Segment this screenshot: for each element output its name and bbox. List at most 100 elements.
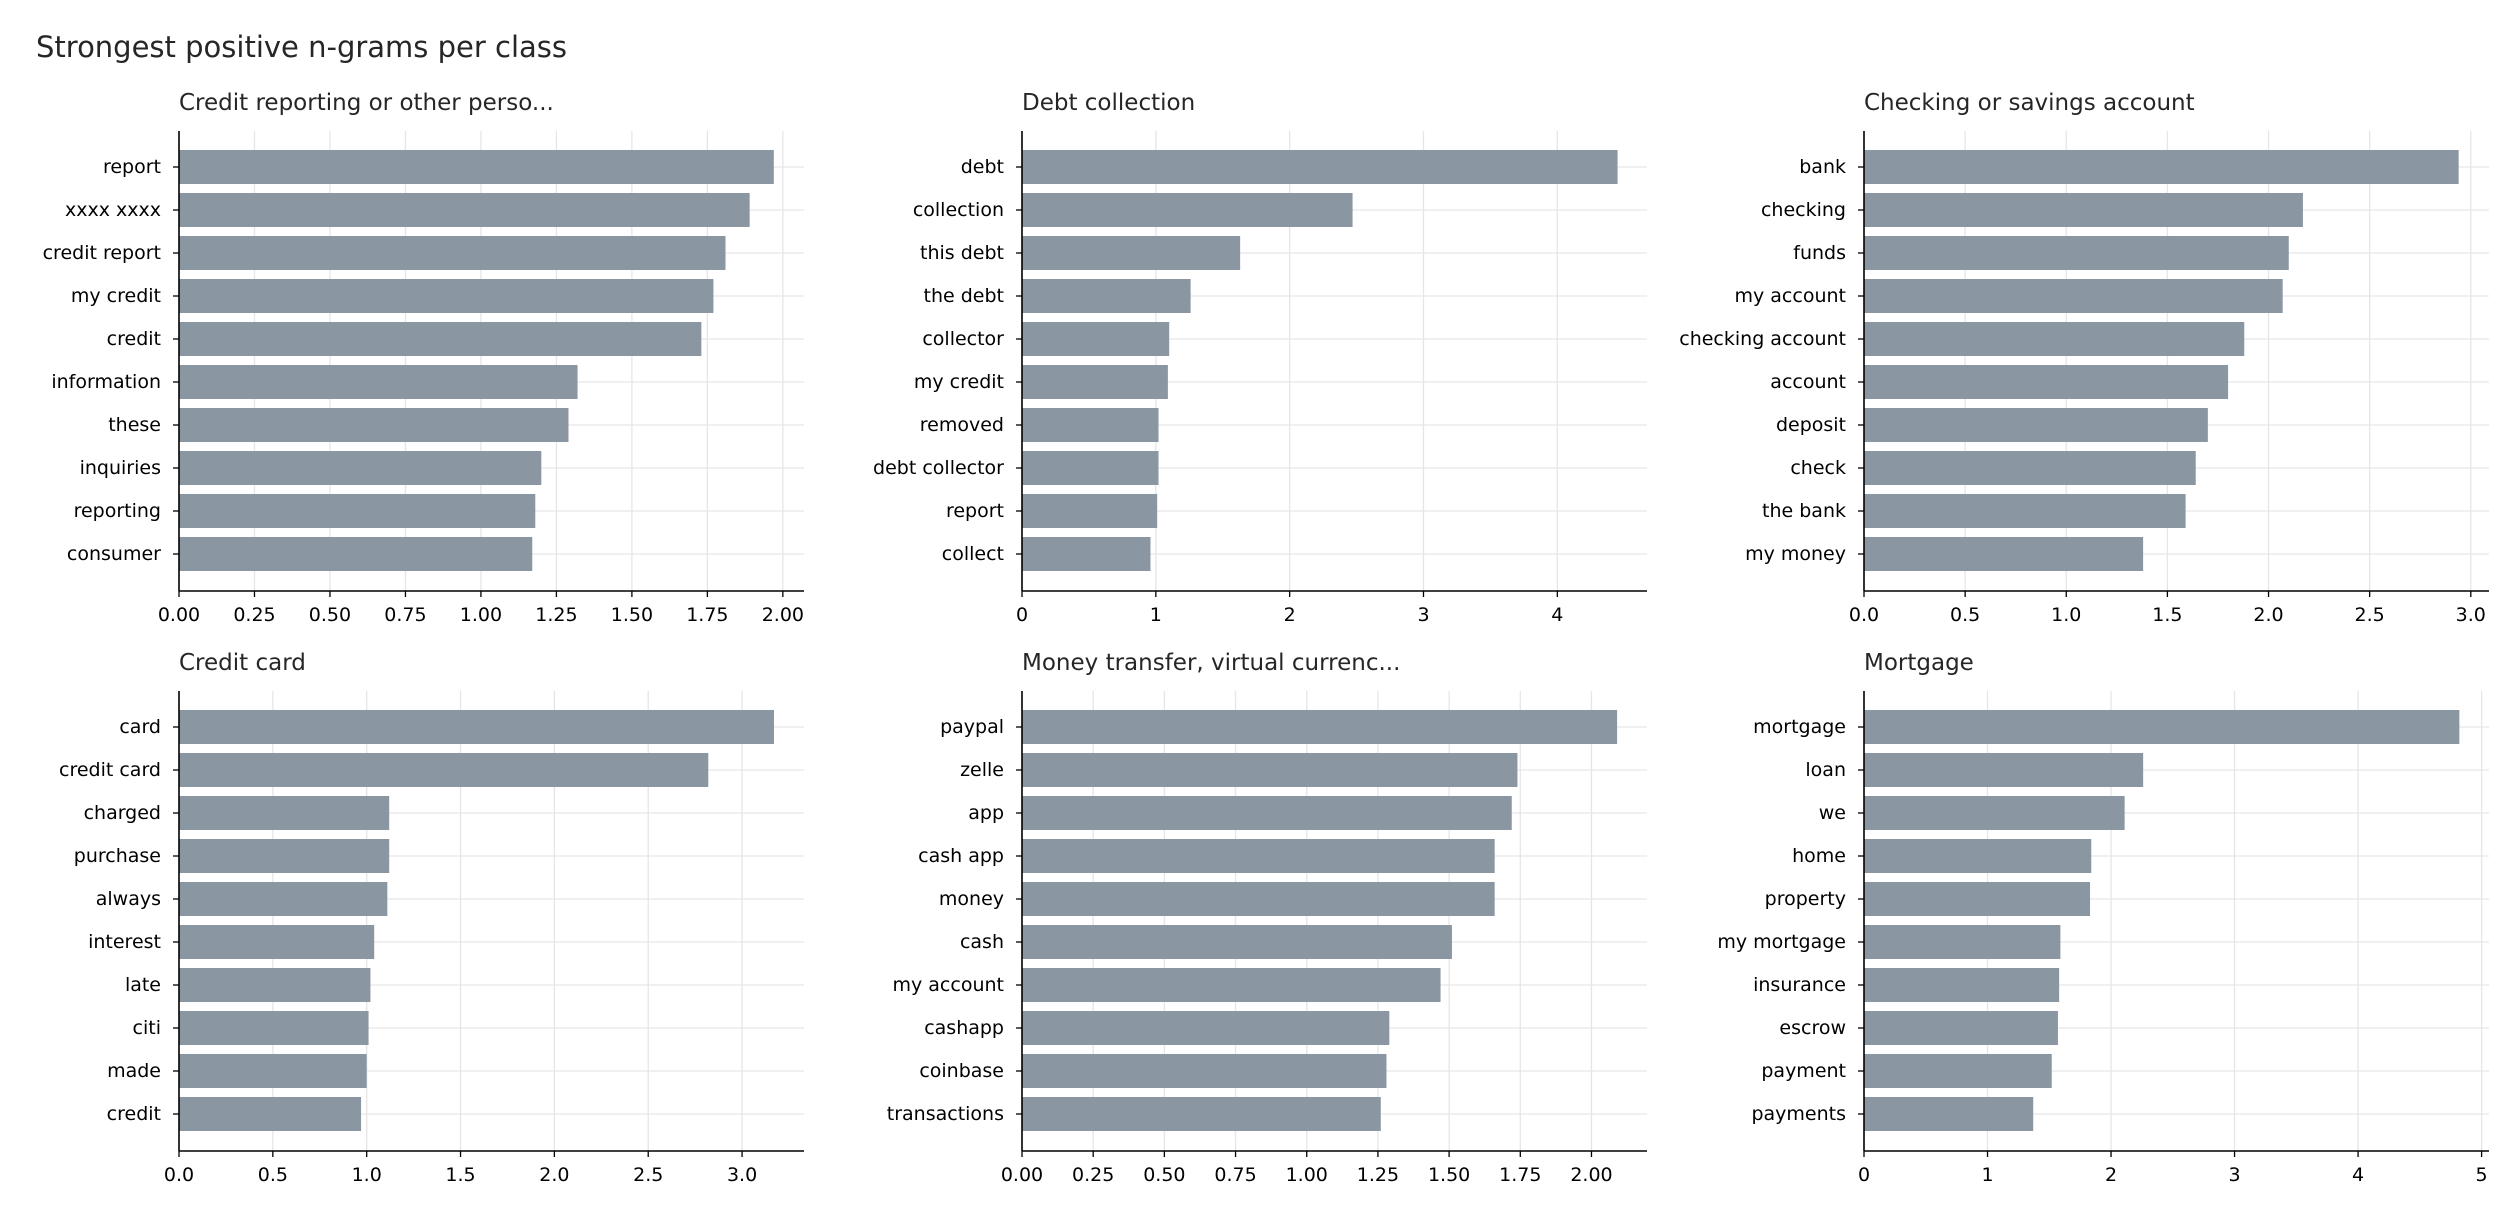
y-tick-label: loan [1805, 759, 1846, 781]
y-tick-label: mortgage [1753, 716, 1846, 738]
y-tick-label: account [1770, 371, 1846, 393]
y-tick-label: credit report [43, 242, 161, 264]
chart-panel-6: Mortgage mortgage loan we home property my mor… [1717, 650, 2489, 1186]
x-tick-label: 2 [1284, 604, 1296, 626]
chart-panel-2: Debt collection debt collection this debt th… [873, 90, 1647, 626]
y-tick-label: these [108, 414, 161, 436]
y-tick-label: my mortgage [1717, 931, 1846, 953]
bar [1022, 193, 1353, 227]
y-tick-label: cashapp [924, 1017, 1004, 1039]
x-tick-label: 0 [1858, 1164, 1870, 1186]
y-tick-label: information [51, 371, 161, 393]
y-tick-label: credit card [59, 759, 161, 781]
x-tick-label: 0.25 [1072, 1164, 1114, 1186]
x-tick-label: 1.75 [686, 604, 728, 626]
x-tick-label: 1.5 [2152, 604, 2182, 626]
bar [1022, 839, 1495, 873]
y-tick-label: the bank [1762, 500, 1846, 522]
y-tick-label: citi [133, 1017, 161, 1039]
y-tick-label: purchase [74, 845, 161, 867]
y-tick-label: xxxx xxxx [65, 199, 161, 221]
chart-panel-3: Checking or savings account bank checking f… [1679, 90, 2489, 626]
bar [179, 322, 702, 356]
y-tick-label: payment [1761, 1060, 1846, 1082]
bar [1864, 322, 2245, 356]
x-tick-label: 3.0 [727, 1164, 757, 1186]
x-tick-label: 1.00 [460, 604, 502, 626]
bar [1864, 968, 2060, 1002]
y-tick-label: report [946, 500, 1004, 522]
bar [1864, 494, 2186, 528]
y-tick-label: credit [107, 328, 161, 350]
x-tick-label: 1.25 [1357, 1164, 1399, 1186]
y-tick-label: debt [961, 156, 1004, 178]
bar [1022, 279, 1191, 313]
y-tick-label: checking [1761, 199, 1846, 221]
x-tick-label: 1 [1150, 604, 1162, 626]
y-tick-label: my money [1745, 543, 1846, 565]
bar [1864, 1054, 2052, 1088]
y-tick-label: my account [893, 974, 1005, 996]
bar [1864, 236, 2289, 270]
bar [179, 236, 726, 270]
x-tick-label: 0 [1016, 604, 1028, 626]
panel-title: Checking or savings account [1864, 90, 2195, 116]
bar [1022, 451, 1159, 485]
x-tick-label: 2.0 [539, 1164, 569, 1186]
bar [179, 839, 390, 873]
y-tick-label: made [107, 1060, 161, 1082]
y-tick-label: consumer [67, 543, 161, 565]
bar [179, 710, 774, 744]
x-tick-label: 1.75 [1499, 1164, 1541, 1186]
y-tick-label: my credit [914, 371, 1004, 393]
y-tick-label: credit [107, 1103, 161, 1125]
bar [1022, 236, 1241, 270]
y-tick-label: reporting [74, 500, 161, 522]
y-tick-label: cash app [918, 845, 1004, 867]
y-tick-label: insurance [1753, 974, 1846, 996]
bar [1022, 1054, 1387, 1088]
x-tick-label: 0.50 [309, 604, 351, 626]
x-tick-label: 0.00 [1001, 1164, 1043, 1186]
panel-title: Credit reporting or other perso... [179, 90, 554, 116]
y-tick-label: collector [922, 328, 1004, 350]
y-tick-label: we [1819, 802, 1846, 824]
bar [1864, 451, 2196, 485]
bar [1022, 710, 1618, 744]
y-tick-label: app [968, 802, 1004, 824]
y-tick-label: charged [84, 802, 161, 824]
x-tick-label: 1.00 [1286, 1164, 1328, 1186]
bar [1022, 1097, 1381, 1131]
y-tick-label: transactions [887, 1103, 1004, 1125]
bar [1022, 537, 1151, 571]
y-tick-label: checking account [1679, 328, 1846, 350]
x-tick-label: 0.75 [384, 604, 426, 626]
y-tick-label: late [125, 974, 161, 996]
x-tick-label: 2.00 [762, 604, 804, 626]
bar [179, 796, 390, 830]
y-tick-label: cash [960, 931, 1004, 953]
y-tick-label: check [1790, 457, 1846, 479]
y-tick-label: payments [1751, 1103, 1846, 1125]
bar [179, 968, 371, 1002]
chart-panel-1: Credit reporting or other perso... report… [43, 90, 804, 626]
bar [1864, 839, 2092, 873]
bar [1864, 796, 2125, 830]
panel-title: Money transfer, virtual currenc... [1022, 650, 1400, 676]
y-tick-label: home [1792, 845, 1846, 867]
bar [1864, 365, 2229, 399]
x-tick-label: 3.0 [2456, 604, 2486, 626]
y-tick-label: the debt [924, 285, 1004, 307]
figure-title: Strongest positive n-grams per class [36, 30, 567, 64]
bar [1022, 968, 1441, 1002]
y-tick-label: this debt [920, 242, 1004, 264]
panel-title: Mortgage [1864, 650, 1974, 676]
x-tick-label: 0.50 [1143, 1164, 1185, 1186]
x-tick-label: 1.50 [611, 604, 653, 626]
x-tick-label: 0.5 [258, 1164, 288, 1186]
y-tick-label: removed [920, 414, 1004, 436]
bar [1022, 796, 1512, 830]
y-tick-label: bank [1799, 156, 1846, 178]
panel-title: Credit card [179, 650, 306, 676]
